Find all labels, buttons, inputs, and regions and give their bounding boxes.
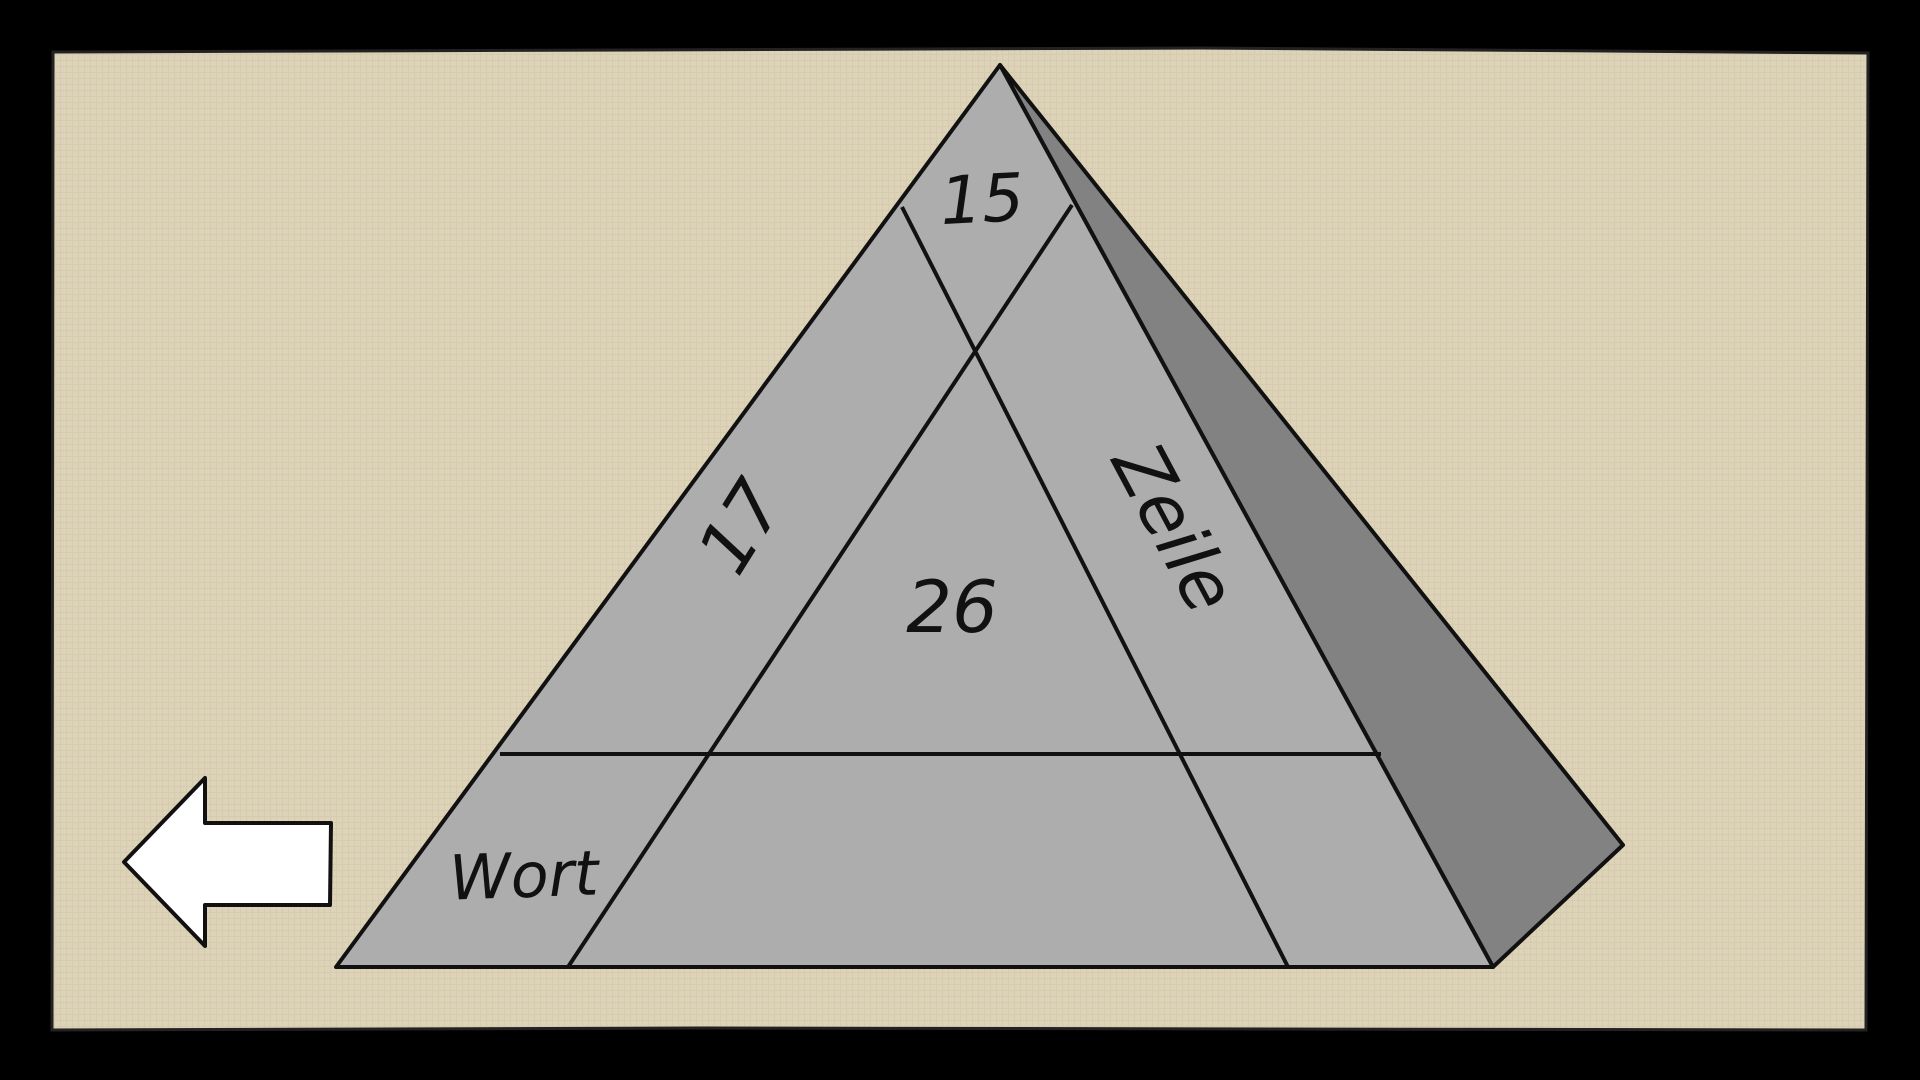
pyramid-label-bottom-left: Wort: [448, 836, 602, 914]
pyramid-divider-left: [900, 206, 1290, 968]
pyramid-label-center: 26: [906, 565, 998, 649]
back-button[interactable]: [122, 776, 333, 948]
left-arrow-icon: [122, 776, 333, 948]
pyramid-front-face: [334, 63, 1495, 969]
pyramid-divider-right: [566, 203, 1074, 969]
pyramid-label-top: 15: [938, 159, 1026, 240]
